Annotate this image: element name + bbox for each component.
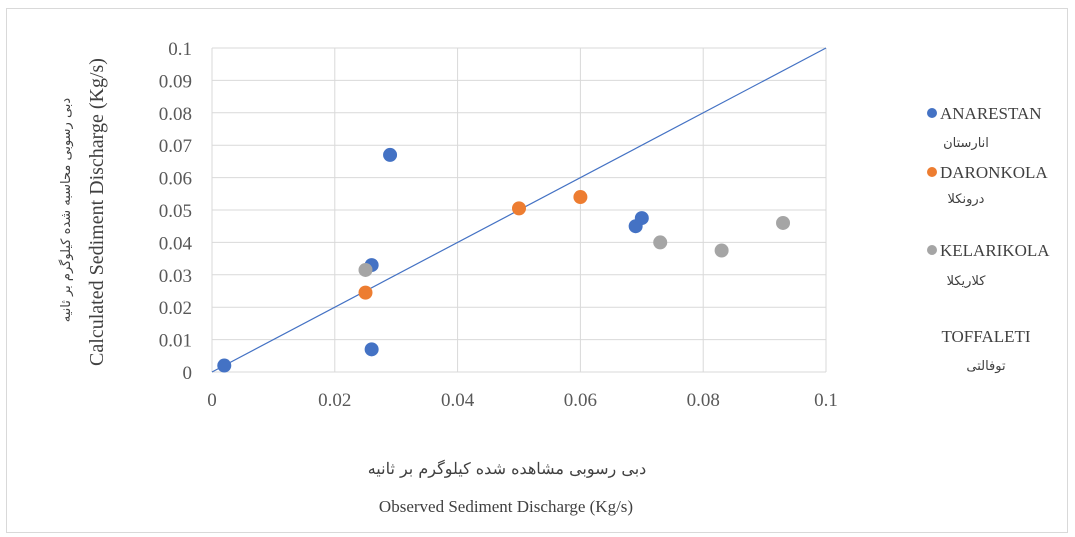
data-point-anarestan	[634, 211, 649, 226]
data-point-anarestan	[217, 358, 232, 373]
x-tick-label: 0.04	[441, 390, 475, 411]
data-point-kelarikola	[358, 262, 373, 277]
legend-label-kelarikola: KELARIKOLA	[940, 241, 1050, 260]
y-tick-label: 0.09	[159, 71, 192, 92]
x-tick-label: 0.02	[318, 390, 351, 411]
y-axis-title-fa: دبی رسوبی محاسبه شده کیلوگرم بر ثانیه	[58, 98, 74, 323]
y-tick-label: 0.1	[168, 39, 192, 60]
x-tick-label: 0.1	[814, 390, 838, 411]
legend-marker-anarestan	[927, 108, 937, 118]
data-points	[217, 147, 791, 373]
y-tick-label: 0.08	[159, 104, 192, 125]
y-axis-title: Calculated Sediment Discharge (Kg/s)	[86, 58, 108, 366]
y-tick-label: 0.04	[159, 233, 193, 254]
x-axis-title-fa: دبی رسوبی مشاهده شده کیلوگرم بر ثانیه	[368, 459, 647, 478]
legend-label-anarestan: ANARESTAN	[940, 104, 1042, 123]
legend-label-daronkola-fa: درونکلا	[948, 192, 985, 207]
y-tick-label: 0.02	[159, 298, 192, 319]
x-axis-ticks: 0 0.02 0.04 0.06 0.08 0.1	[207, 390, 838, 411]
data-point-daronkola	[573, 190, 588, 205]
x-tick-label: 0.06	[564, 390, 597, 411]
legend-label-anarestan-fa: انارستان	[943, 136, 989, 151]
data-point-kelarikola	[653, 235, 668, 250]
y-tick-label: 0	[183, 363, 193, 384]
data-point-daronkola	[358, 285, 373, 300]
legend-label-daronkola: DARONKOLA	[940, 163, 1048, 182]
y-tick-label: 0.05	[159, 201, 192, 222]
data-point-kelarikola	[714, 243, 729, 258]
y-tick-label: 0.01	[159, 331, 192, 352]
y-tick-label: 0.07	[159, 136, 192, 157]
legend: ANARESTAN انارستان DARONKOLA درونکلا KEL…	[927, 104, 1050, 374]
y-tick-label: 0.06	[159, 169, 192, 190]
data-point-daronkola	[512, 201, 526, 216]
grid-lines	[211, 47, 827, 373]
legend-marker-kelarikola	[927, 245, 937, 255]
data-point-kelarikola	[776, 215, 791, 230]
y-axis-ticks: 0 0.01 0.02 0.03 0.04 0.05 0.06 0.07 0.08 0.09 0.1	[159, 39, 193, 384]
data-point-anarestan	[364, 342, 379, 357]
x-tick-label: 0	[207, 390, 217, 411]
legend-label-kelarikola-fa: کلاریکلا	[947, 274, 987, 289]
legend-label-toffaleti: TOFFALETI	[941, 327, 1030, 346]
x-tick-label: 0.08	[687, 390, 720, 411]
x-axis-title: Observed Sediment Discharge (Kg/s)	[379, 497, 633, 516]
legend-label-toffaleti-fa: توفالتی	[966, 359, 1006, 374]
chart-frame	[6, 8, 1068, 533]
data-point-anarestan	[383, 147, 398, 162]
y-tick-label: 0.03	[159, 266, 192, 287]
legend-marker-daronkola	[927, 167, 937, 177]
